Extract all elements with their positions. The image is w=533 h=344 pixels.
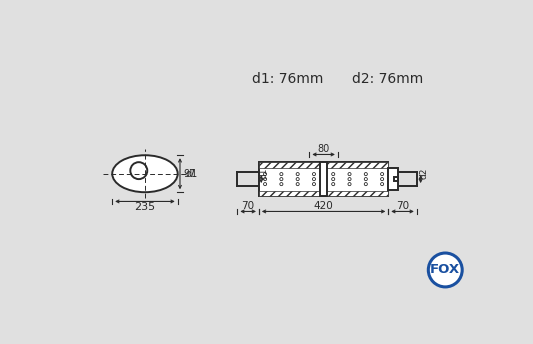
Bar bbox=[259, 162, 388, 168]
Text: 235: 235 bbox=[134, 202, 156, 212]
Ellipse shape bbox=[112, 155, 177, 192]
Text: 70: 70 bbox=[241, 201, 255, 211]
Text: FOX: FOX bbox=[430, 263, 461, 276]
Text: 80: 80 bbox=[318, 144, 330, 154]
Text: d2: d2 bbox=[419, 168, 428, 179]
Text: d1: 76mm: d1: 76mm bbox=[252, 72, 323, 86]
Text: 70: 70 bbox=[396, 201, 409, 211]
Text: d1: d1 bbox=[260, 168, 269, 179]
Bar bbox=[259, 191, 388, 196]
Bar bbox=[388, 168, 398, 190]
Text: d1: d1 bbox=[185, 169, 198, 179]
Bar bbox=[259, 162, 388, 196]
Text: 97: 97 bbox=[184, 169, 196, 179]
Text: 420: 420 bbox=[314, 201, 334, 211]
Text: d2: 76mm: d2: 76mm bbox=[352, 72, 423, 86]
Bar bbox=[394, 177, 398, 181]
Circle shape bbox=[429, 253, 462, 287]
Bar bbox=[320, 162, 327, 196]
